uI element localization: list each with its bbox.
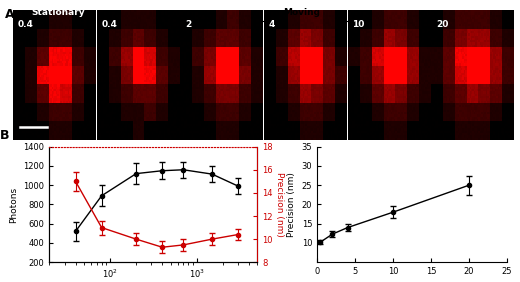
Text: 4: 4 (269, 20, 275, 29)
Text: B: B (0, 129, 9, 142)
Text: 2: 2 (185, 20, 191, 29)
Text: C: C (271, 129, 281, 142)
Text: A: A (5, 8, 15, 21)
Text: Stationary: Stationary (31, 8, 85, 17)
Text: 0.4: 0.4 (101, 20, 118, 29)
Text: Moving: Moving (283, 8, 320, 17)
Y-axis label: Photons: Photons (9, 186, 18, 222)
Text: 10: 10 (353, 20, 365, 29)
Text: 20: 20 (436, 20, 448, 29)
Y-axis label: Precision (nm): Precision (nm) (275, 172, 284, 237)
Text: 0.4: 0.4 (18, 20, 34, 29)
Y-axis label: Precision (nm): Precision (nm) (287, 172, 296, 237)
